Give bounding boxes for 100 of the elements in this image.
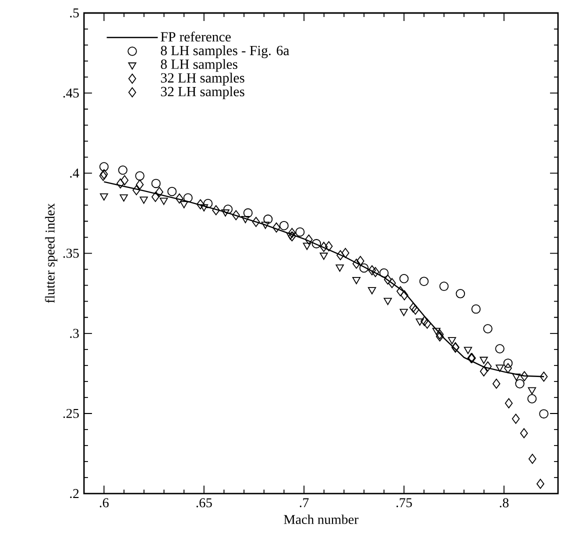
point bbox=[495, 344, 504, 354]
point bbox=[456, 289, 466, 298]
point bbox=[504, 398, 513, 408]
point bbox=[320, 242, 328, 252]
point bbox=[252, 216, 260, 227]
point bbox=[356, 256, 364, 266]
y-tick-label: .45 bbox=[63, 88, 79, 98]
point bbox=[436, 331, 444, 342]
y-tick-label: .2 bbox=[70, 489, 79, 498]
point bbox=[286, 232, 294, 240]
point bbox=[136, 180, 144, 190]
point bbox=[368, 287, 376, 294]
point bbox=[399, 274, 409, 284]
point bbox=[515, 379, 524, 388]
point bbox=[263, 214, 273, 224]
point bbox=[272, 222, 280, 233]
point bbox=[243, 208, 253, 218]
point bbox=[120, 175, 128, 186]
point bbox=[536, 478, 544, 489]
point bbox=[471, 304, 481, 314]
point bbox=[100, 193, 108, 201]
point bbox=[520, 428, 528, 438]
x-tick-label: .75 bbox=[396, 498, 412, 508]
point bbox=[520, 371, 528, 382]
point bbox=[528, 387, 536, 394]
point bbox=[400, 308, 408, 316]
point bbox=[503, 358, 513, 368]
point bbox=[156, 186, 164, 197]
point bbox=[448, 337, 456, 344]
point bbox=[504, 363, 512, 374]
point bbox=[288, 231, 296, 242]
point bbox=[416, 318, 424, 326]
point bbox=[212, 205, 220, 216]
point bbox=[359, 263, 369, 273]
point bbox=[432, 328, 440, 335]
point bbox=[132, 185, 140, 196]
point bbox=[120, 194, 128, 202]
point bbox=[527, 394, 537, 404]
point bbox=[480, 366, 488, 376]
point bbox=[396, 286, 404, 296]
x-tick-label: .8 bbox=[500, 498, 509, 508]
point bbox=[312, 239, 322, 248]
y-tick-label: .5 bbox=[70, 8, 79, 18]
point bbox=[140, 196, 148, 204]
point bbox=[203, 198, 213, 208]
point bbox=[436, 329, 444, 340]
point bbox=[420, 316, 428, 326]
point bbox=[439, 282, 449, 291]
point bbox=[241, 216, 250, 224]
legend-label: 8 LH samples bbox=[160, 59, 238, 72]
legend-label: 8 LH samples - Fig. 6a bbox=[160, 45, 290, 58]
point bbox=[352, 258, 360, 269]
x-tick-label: .65 bbox=[196, 498, 212, 508]
point bbox=[302, 242, 312, 250]
point bbox=[400, 290, 408, 300]
point bbox=[176, 193, 184, 204]
legend-label: 32 LH samples bbox=[161, 86, 244, 100]
x-tick-label: .7 bbox=[300, 498, 309, 508]
x-axis-title: Mach number bbox=[284, 514, 358, 524]
point bbox=[336, 250, 344, 260]
y-tick-label: .35 bbox=[63, 248, 79, 258]
x-tick-label: .6 bbox=[100, 498, 109, 508]
point bbox=[288, 228, 296, 238]
point bbox=[342, 248, 350, 258]
point bbox=[183, 193, 193, 202]
point bbox=[409, 302, 418, 313]
point bbox=[423, 318, 432, 329]
y-tick-label: .3 bbox=[70, 328, 79, 338]
point bbox=[304, 234, 313, 245]
point bbox=[528, 454, 536, 464]
point bbox=[261, 222, 270, 229]
point bbox=[135, 171, 144, 181]
point bbox=[483, 324, 492, 334]
point bbox=[368, 265, 376, 276]
y-axis-title: flutter speed index bbox=[44, 203, 58, 303]
point bbox=[116, 178, 124, 188]
point bbox=[320, 252, 328, 260]
point bbox=[512, 414, 520, 424]
point bbox=[152, 192, 160, 202]
point bbox=[384, 298, 392, 306]
point bbox=[167, 186, 177, 196]
point bbox=[464, 346, 472, 354]
point bbox=[324, 241, 333, 252]
point bbox=[160, 198, 168, 205]
point bbox=[232, 210, 240, 220]
point bbox=[336, 264, 344, 272]
point bbox=[512, 374, 520, 381]
legend-label: FP reference bbox=[160, 32, 231, 42]
point bbox=[279, 220, 289, 230]
point bbox=[419, 276, 429, 286]
point bbox=[180, 201, 188, 208]
point bbox=[412, 304, 420, 315]
point bbox=[484, 361, 492, 372]
point bbox=[492, 378, 500, 389]
point bbox=[295, 227, 305, 237]
point bbox=[99, 162, 109, 172]
point bbox=[223, 204, 233, 214]
point bbox=[151, 178, 161, 188]
point bbox=[221, 209, 230, 217]
point bbox=[496, 364, 504, 372]
